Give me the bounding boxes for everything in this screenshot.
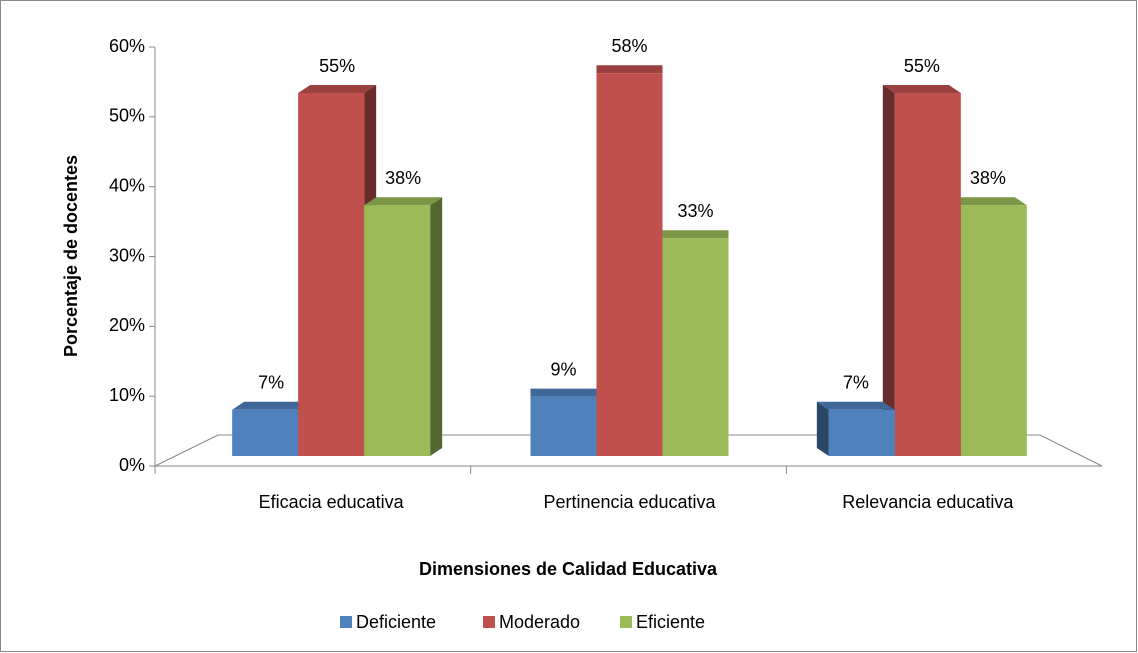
- legend-swatch: [483, 616, 495, 628]
- legend-swatch: [340, 616, 352, 628]
- data-label: 38%: [385, 168, 421, 188]
- data-label: 33%: [677, 201, 713, 221]
- bar: [960, 205, 1027, 456]
- y-tick-label: 30%: [109, 245, 145, 265]
- bar-top: [662, 230, 729, 239]
- x-tick-label: Eficacia educativa: [259, 492, 405, 512]
- data-label: 55%: [319, 56, 355, 76]
- bar-top: [816, 401, 895, 410]
- bar: [232, 409, 299, 456]
- bar: [662, 238, 729, 456]
- bar-top: [232, 401, 311, 410]
- y-tick-label: 0%: [119, 455, 145, 475]
- x-tick-label: Relevancia educativa: [842, 492, 1014, 512]
- y-tick-label: 60%: [109, 36, 145, 56]
- bar: [364, 205, 431, 456]
- data-label: 58%: [611, 36, 647, 56]
- y-axis-title: Porcentaje de docentes: [61, 155, 81, 357]
- bar-top: [948, 197, 1027, 206]
- data-label: 38%: [970, 168, 1006, 188]
- bar: [828, 409, 895, 456]
- bar-top: [364, 197, 443, 206]
- legend-label: Deficiente: [356, 612, 436, 632]
- bar-top: [882, 85, 961, 93]
- legend-swatch: [620, 616, 632, 628]
- y-tick-label: 40%: [109, 175, 145, 195]
- data-label: 7%: [843, 373, 869, 393]
- data-label: 55%: [904, 56, 940, 76]
- bar: [894, 93, 961, 456]
- bar-top: [596, 65, 663, 74]
- legend-label: Moderado: [499, 612, 580, 632]
- x-axis-title: Dimensiones de Calidad Educativa: [419, 559, 718, 579]
- bar-side: [882, 85, 895, 456]
- y-tick-label: 10%: [109, 385, 145, 405]
- bar: [298, 93, 365, 456]
- x-tick-label: Pertinencia educativa: [543, 492, 716, 512]
- bar-side: [816, 401, 829, 456]
- bar-side: [430, 197, 443, 456]
- legend-label: Eficiente: [636, 612, 705, 632]
- bar: [530, 396, 597, 456]
- y-tick-label: 50%: [109, 106, 145, 126]
- data-label: 7%: [258, 373, 284, 393]
- y-tick-label: 20%: [109, 315, 145, 335]
- bar-top: [530, 388, 597, 397]
- bar-top: [298, 85, 377, 93]
- bar: [596, 73, 663, 456]
- data-label: 9%: [550, 359, 576, 379]
